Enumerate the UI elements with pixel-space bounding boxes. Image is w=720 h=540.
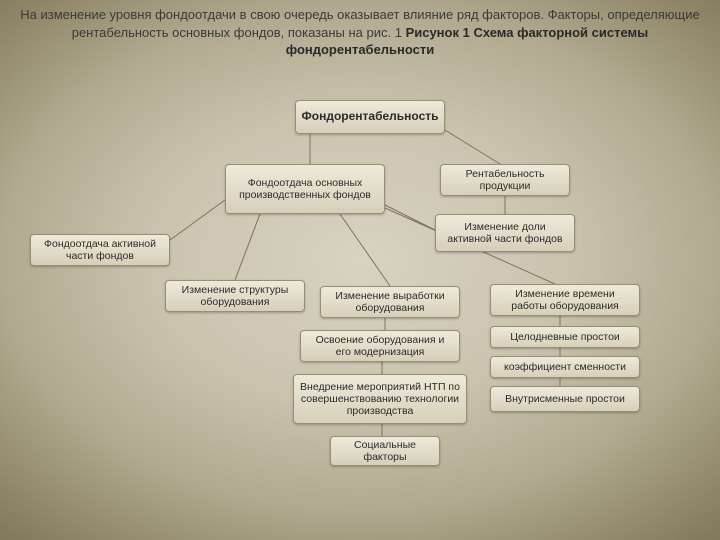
node-vyrab: Изменение выработки оборудования [320,286,460,318]
node-vnutr: Внутрисменные простои [490,386,640,412]
edge-fopf-doli [385,205,435,230]
node-cel: Целодневные простои [490,326,640,348]
node-rent: Рентабельность продукции [440,164,570,196]
node-soc: Социальные факторы [330,436,440,466]
node-osv: Освоение оборудования и его модернизация [300,330,460,362]
edge-fopf-fap [170,200,225,240]
node-fopf: Фондоотдача основных производственных фо… [225,164,385,214]
node-root: Фондорентабельность [295,100,445,134]
node-vrem: Изменение времени работы оборудования [490,284,640,316]
node-smen: коэффициент сменности [490,356,640,378]
node-struct: Изменение структуры оборудования [165,280,305,312]
edge-fopf-struct [235,214,260,280]
intro-paragraph: На изменение уровня фондоотдачи в свою о… [10,6,710,59]
node-ntp: Внедрение мероприятий НТП по совершенств… [293,374,467,424]
edge-root-rent [445,130,500,164]
edge-fopf-vyrab [340,214,390,286]
node-fap: Фондоотдача активной части фондов [30,234,170,266]
node-doli: Изменение доли активной части фондов [435,214,575,252]
